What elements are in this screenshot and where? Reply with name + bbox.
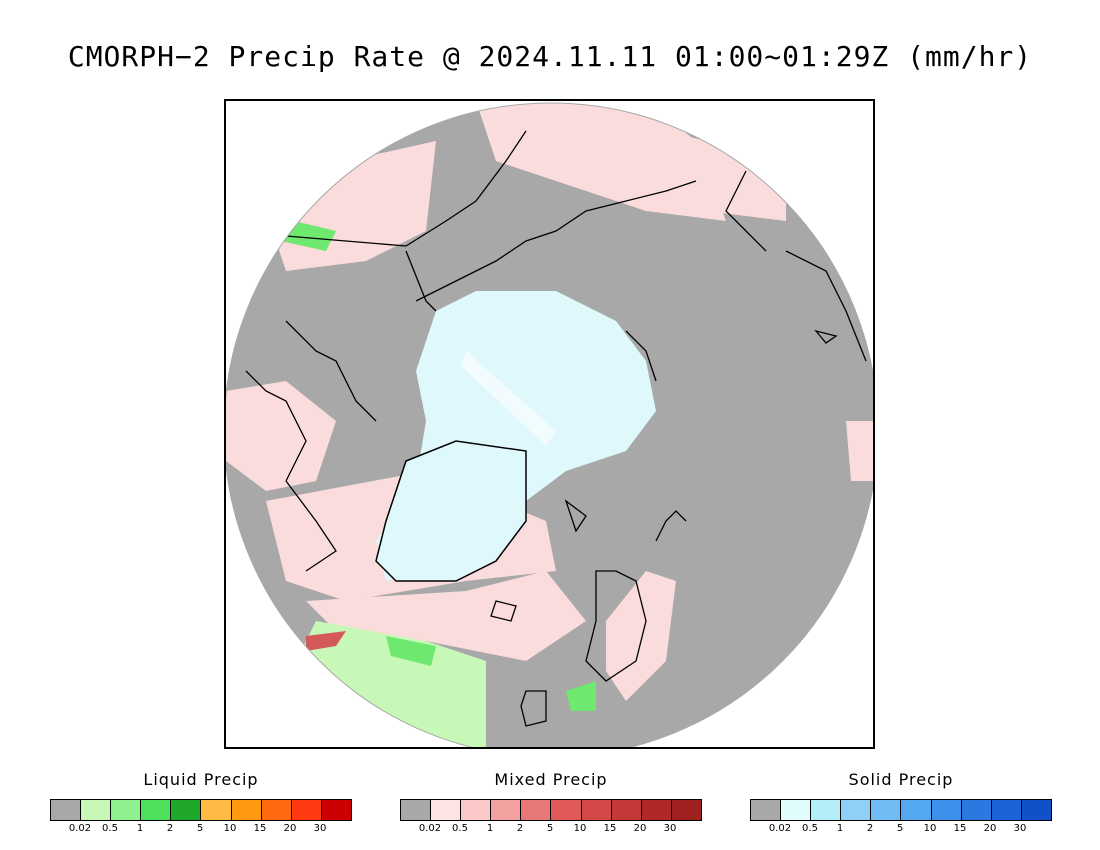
legend-tick-label: 30 [663, 823, 677, 834]
legend-swatch [811, 800, 842, 820]
mixed-precip-region-scandinavia [606, 571, 676, 701]
legend-mixed-ticks: 0.02 0.5 1 2 5 10 15 20 30 [400, 821, 700, 835]
legend-tick-label: 15 [253, 823, 267, 834]
legend-swatch [611, 800, 642, 820]
legend-swatch [641, 800, 672, 820]
legend-swatch [931, 800, 962, 820]
greenland-outline [375, 440, 527, 582]
coastlines [245, 130, 867, 727]
legend-tick-label: 0.02 [768, 823, 792, 834]
legend-swatch [671, 800, 701, 820]
legend-swatch [491, 800, 522, 820]
hemisphere-edge [226, 102, 873, 747]
legend-swatch [991, 800, 1022, 820]
legend-tick-label: 2 [516, 823, 524, 834]
legend-tick-label: 2 [866, 823, 874, 834]
legend-solid-swatches [750, 799, 1052, 821]
legend-tick-label: 2 [166, 823, 174, 834]
legend-liquid-swatches [50, 799, 352, 821]
legend-swatch [961, 800, 992, 820]
legend-mixed: Mixed Precip 0.02 0.5 1 2 5 10 15 20 30 [400, 770, 702, 835]
legend-tick-label: 0.5 [452, 823, 468, 834]
legend-swatch [231, 800, 262, 820]
legend-tick-label: 1 [486, 823, 494, 834]
legend-mixed-swatches [400, 799, 702, 821]
legend-swatch [141, 800, 172, 820]
legend-tick-label: 30 [313, 823, 327, 834]
mixed-precip-heavy-cell [306, 631, 346, 651]
legend-tick-label: 20 [633, 823, 647, 834]
map-title: CMORPH−2 Precip Rate @ 2024.11.11 01:00~… [67, 40, 1033, 73]
legend-swatch [51, 800, 82, 820]
legend-tick-label: 5 [546, 823, 554, 834]
no-data-swath [461, 351, 556, 446]
legend-swatch [1021, 800, 1051, 820]
legend-swatch [551, 800, 582, 820]
legend-swatch [781, 800, 812, 820]
legend-tick-label: 20 [283, 823, 297, 834]
legend-mixed-title: Mixed Precip [494, 770, 608, 789]
legend-swatch [111, 800, 142, 820]
legend-tick-label: 20 [983, 823, 997, 834]
legend-swatch [521, 800, 552, 820]
legend-swatch [401, 800, 432, 820]
mixed-precip-region-canada [226, 381, 336, 491]
legend-tick-label: 1 [136, 823, 144, 834]
legend-tick-label: 30 [1013, 823, 1027, 834]
legend-swatch [171, 800, 202, 820]
legend-swatch [201, 800, 232, 820]
legend-swatch [581, 800, 612, 820]
precip-map [224, 99, 875, 749]
legend-tick-label: 5 [896, 823, 904, 834]
legend-tick-label: 0.5 [802, 823, 818, 834]
legend-swatch [901, 800, 932, 820]
mixed-precip-region-east [846, 421, 873, 481]
legend-swatch [431, 800, 462, 820]
legend-tick-label: 5 [196, 823, 204, 834]
liquid-precip-cell-atlantic [386, 636, 436, 666]
legend-tick-label: 1 [836, 823, 844, 834]
legend-tick-label: 0.5 [102, 823, 118, 834]
hemisphere-disk [226, 103, 873, 747]
legend-liquid: Liquid Precip 0.02 0.5 1 2 5 10 15 20 30 [50, 770, 352, 835]
precip-map-canvas [226, 102, 873, 747]
liquid-precip-cell-north-sea [566, 681, 596, 711]
legend-solid: Solid Precip 0.02 0.5 1 2 5 10 15 20 30 [750, 770, 1052, 835]
legend-solid-ticks: 0.02 0.5 1 2 5 10 15 20 30 [750, 821, 1050, 835]
legend-swatch [81, 800, 112, 820]
legend-swatch [261, 800, 292, 820]
legend-tick-label: 10 [223, 823, 237, 834]
legend-liquid-title: Liquid Precip [143, 770, 259, 789]
legend-swatch [461, 800, 492, 820]
legend-tick-label: 10 [573, 823, 587, 834]
legend-swatch [871, 800, 902, 820]
legend-swatch [841, 800, 872, 820]
legend-solid-title: Solid Precip [848, 770, 954, 789]
legend-swatch [321, 800, 351, 820]
legend-tick-label: 15 [603, 823, 617, 834]
legend-swatch [291, 800, 322, 820]
legend-swatch [751, 800, 782, 820]
legend-tick-label: 0.02 [418, 823, 442, 834]
legend-tick-label: 0.02 [68, 823, 92, 834]
legend-tick-label: 10 [923, 823, 937, 834]
legend-liquid-ticks: 0.02 0.5 1 2 5 10 15 20 30 [50, 821, 350, 835]
legend-tick-label: 15 [953, 823, 967, 834]
